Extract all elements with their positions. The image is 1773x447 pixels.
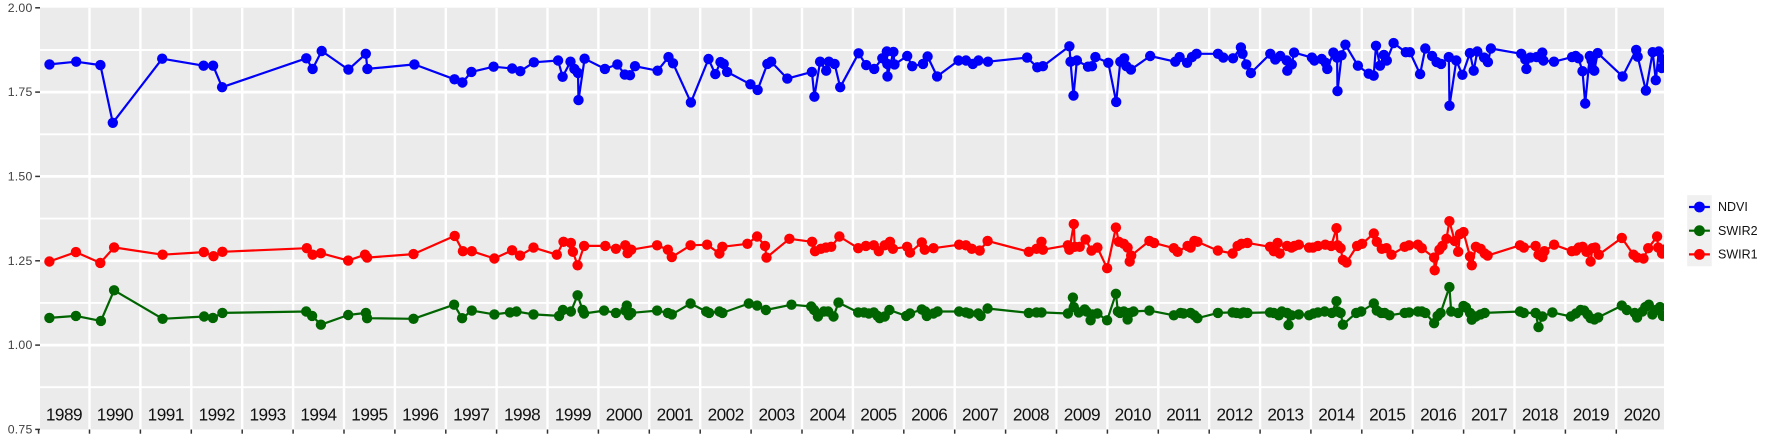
svg-text:2010: 2010 (1115, 404, 1151, 424)
svg-text:2006: 2006 (911, 404, 947, 424)
svg-text:2011: 2011 (1166, 404, 1201, 424)
svg-text:1991: 1991 (148, 404, 184, 424)
svg-text:1998: 1998 (504, 404, 540, 424)
svg-text:2003: 2003 (758, 404, 794, 424)
svg-text:2002: 2002 (708, 404, 744, 424)
svg-text:1995: 1995 (351, 404, 387, 424)
svg-text:2014: 2014 (1318, 404, 1355, 424)
svg-text:2019: 2019 (1573, 404, 1609, 424)
svg-text:1994: 1994 (300, 404, 337, 424)
svg-text:SWIR2: SWIR2 (1718, 224, 1758, 238)
svg-text:1993: 1993 (249, 404, 285, 424)
svg-text:1992: 1992 (199, 404, 235, 424)
svg-text:1999: 1999 (555, 404, 591, 424)
svg-text:1990: 1990 (97, 404, 133, 424)
svg-text:2015: 2015 (1369, 404, 1405, 424)
svg-text:2007: 2007 (962, 404, 998, 424)
svg-text:1.75: 1.75 (8, 85, 33, 99)
svg-text:2020: 2020 (1624, 404, 1660, 424)
svg-text:2001: 2001 (657, 404, 693, 424)
svg-text:1989: 1989 (46, 404, 82, 424)
svg-text:NDVI: NDVI (1718, 200, 1748, 214)
svg-text:1996: 1996 (402, 404, 438, 424)
svg-text:1997: 1997 (453, 404, 489, 424)
svg-text:1.25: 1.25 (8, 254, 33, 268)
svg-text:SWIR1: SWIR1 (1718, 248, 1758, 262)
svg-text:1.50: 1.50 (8, 169, 33, 183)
svg-text:2016: 2016 (1420, 404, 1456, 424)
svg-text:2018: 2018 (1522, 404, 1558, 424)
svg-text:2005: 2005 (860, 404, 896, 424)
svg-text:2009: 2009 (1064, 404, 1100, 424)
svg-text:1.00: 1.00 (8, 338, 33, 352)
svg-text:2012: 2012 (1216, 404, 1252, 424)
svg-text:2004: 2004 (809, 404, 846, 424)
svg-text:2008: 2008 (1013, 404, 1049, 424)
svg-text:2017: 2017 (1471, 404, 1507, 424)
svg-text:2013: 2013 (1267, 404, 1303, 424)
svg-text:2.00: 2.00 (8, 1, 33, 15)
svg-text:2000: 2000 (606, 404, 642, 424)
svg-text:0.75: 0.75 (8, 422, 33, 436)
